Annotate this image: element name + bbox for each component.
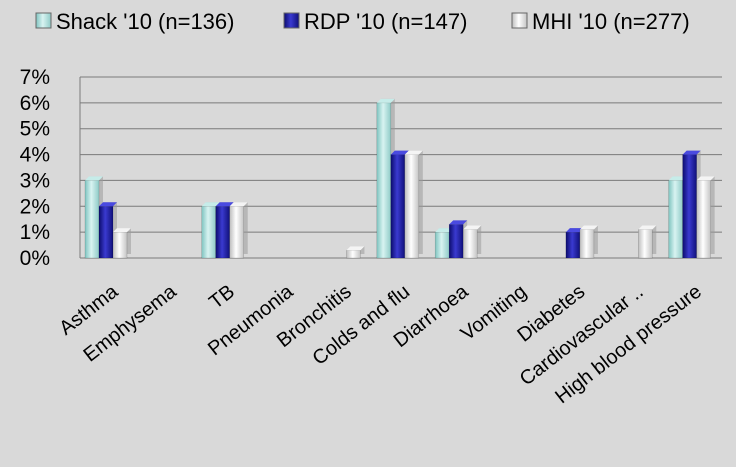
bar-top xyxy=(463,225,482,230)
bar-top xyxy=(113,228,131,233)
bar xyxy=(579,229,595,259)
bar xyxy=(638,229,653,259)
bar-top xyxy=(85,176,103,181)
bar-top xyxy=(668,176,687,181)
y-tick-label: 7% xyxy=(20,66,50,89)
bar xyxy=(98,206,114,259)
bar-top xyxy=(565,228,584,233)
bar xyxy=(696,180,711,259)
bar-top xyxy=(696,176,715,181)
bar-top xyxy=(638,225,657,230)
bar-top xyxy=(201,202,220,207)
bar xyxy=(390,154,406,259)
y-tick-label: 2% xyxy=(20,195,50,218)
bar-top xyxy=(215,202,234,207)
bar-top xyxy=(376,98,395,103)
y-tick-label: 5% xyxy=(20,118,50,141)
bar xyxy=(565,231,581,259)
bar-top xyxy=(449,220,468,225)
legend-swatch xyxy=(283,12,300,29)
y-tick-label: 0% xyxy=(20,247,50,270)
legend-label: MHI '10 (n=277) xyxy=(532,9,690,34)
bar xyxy=(84,180,100,259)
legend: Shack '10 (n=136) RDP '10 (n=147) MHI '10 … xyxy=(35,9,690,34)
bar xyxy=(434,231,450,259)
bar-top xyxy=(390,150,409,155)
bar-top xyxy=(99,202,117,207)
x-tick-label: TB xyxy=(205,281,239,314)
bar-top xyxy=(404,150,423,155)
bar-top xyxy=(346,246,365,251)
legend-label: Shack '10 (n=136) xyxy=(56,9,234,34)
legend-swatch xyxy=(511,12,528,29)
bar xyxy=(668,180,683,259)
bar-top xyxy=(435,228,454,233)
legend-swatch xyxy=(35,12,52,29)
bar xyxy=(462,229,478,259)
bar xyxy=(346,249,361,259)
y-tick-label: 3% xyxy=(20,169,50,192)
bar xyxy=(215,206,230,259)
bar-top xyxy=(579,225,598,230)
bar-top xyxy=(229,202,248,207)
bar xyxy=(448,224,464,259)
y-tick-label: 6% xyxy=(20,92,50,115)
bars xyxy=(84,98,715,259)
bar xyxy=(201,206,216,259)
bar xyxy=(404,154,420,259)
bar xyxy=(682,154,697,259)
bar-top xyxy=(682,150,701,155)
y-tick-label: 1% xyxy=(20,221,50,244)
y-axis: 0% 1% 2% 3%4% 5% 6% 7% xyxy=(20,66,81,270)
bar xyxy=(229,206,244,259)
bar xyxy=(112,231,128,259)
legend-label: RDP '10 (n=147) xyxy=(304,9,467,34)
y-tick-label: 4% xyxy=(20,144,50,167)
bar xyxy=(376,102,392,259)
